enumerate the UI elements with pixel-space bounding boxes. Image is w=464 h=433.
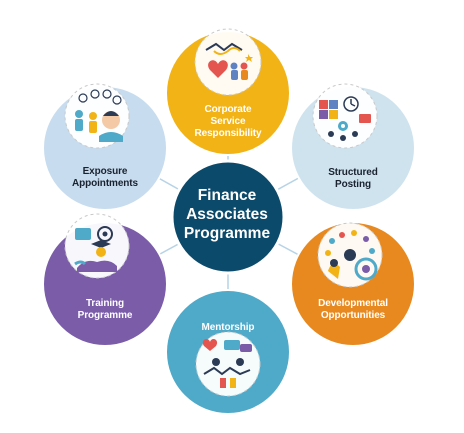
handshake-and-volunteers-icon	[194, 28, 262, 96]
center-title-line-2: Associates	[186, 206, 268, 223]
developmental-line-2: Opportunities	[320, 310, 386, 321]
label-corporate-service-responsibility: Corporate Service Responsibility	[183, 104, 273, 140]
growth-network-icon	[317, 222, 383, 288]
center-title-line-1: Finance	[197, 187, 257, 204]
node-developmental-opportunities	[290, 221, 416, 347]
center-title: Finance Associates Programme	[172, 186, 282, 243]
mentorship-line-1: Mentorship	[201, 322, 255, 333]
csr-line-2: Service	[210, 116, 246, 127]
label-structured-posting: Structured Posting	[308, 167, 398, 191]
center-title-line-3: Programme	[183, 225, 271, 242]
label-training-programme: Training Programme	[60, 298, 150, 322]
exposure-icon	[64, 83, 130, 149]
exposure-line-2: Appointments	[71, 178, 139, 189]
training-line-1: Training	[85, 298, 125, 309]
label-exposure-appointments: Exposure Appointments	[55, 166, 155, 190]
csr-line-3: Responsibility	[194, 128, 262, 139]
csr-line-1: Corporate	[204, 104, 252, 115]
node-mentorship	[165, 289, 291, 415]
posting-line-2: Posting	[335, 179, 371, 190]
posting-line-1: Structured	[328, 167, 378, 178]
node-corporate-service-responsibility	[165, 28, 291, 156]
label-mentorship: Mentorship	[183, 322, 273, 334]
label-developmental-opportunities: Developmental Opportunities	[303, 298, 403, 322]
mentorship-icon	[195, 331, 261, 397]
training-line-2: Programme	[77, 310, 133, 321]
exposure-line-1: Exposure	[82, 166, 128, 177]
developmental-line-1: Developmental	[318, 298, 388, 309]
node-exposure-appointments	[42, 83, 168, 211]
node-training-programme	[42, 213, 168, 347]
structured-posting-icon	[312, 83, 378, 149]
node-structured-posting	[290, 83, 416, 211]
central-hub-circle	[170, 159, 286, 275]
training-icon	[64, 213, 130, 279]
